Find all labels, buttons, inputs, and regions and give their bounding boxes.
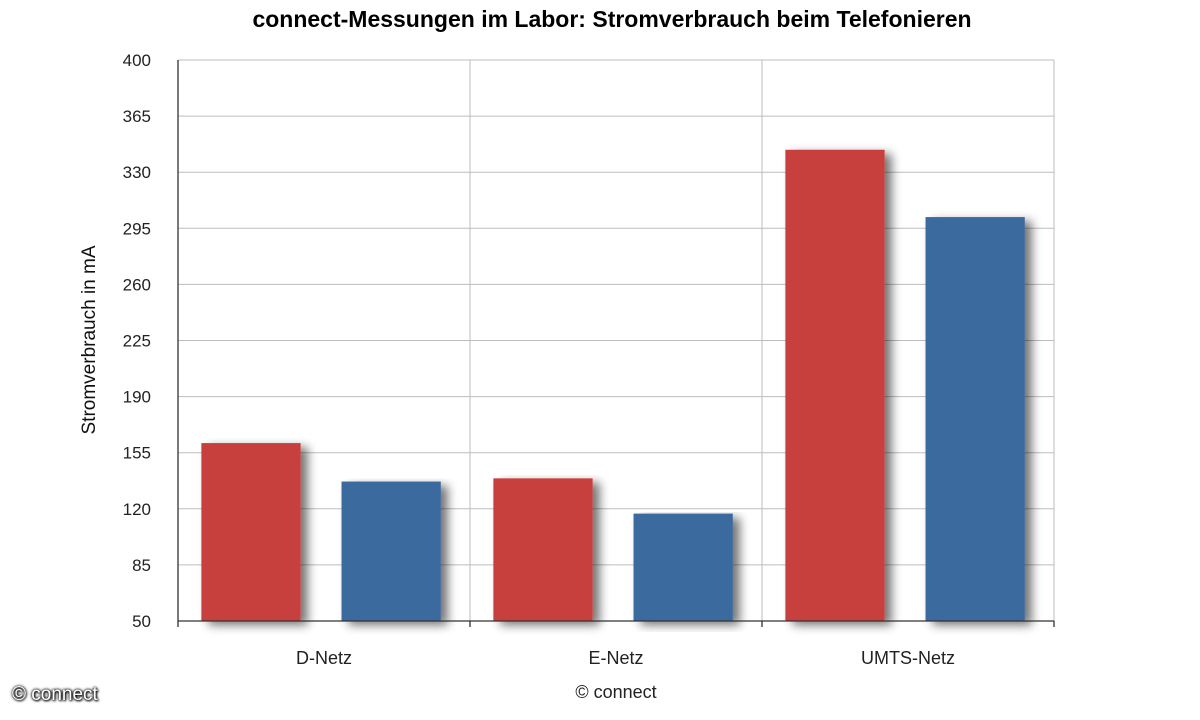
y-tick-label: 260 xyxy=(123,275,151,294)
y-tick-label: 400 xyxy=(123,51,151,70)
y-tick-label: 190 xyxy=(123,388,151,407)
y-tick-label: 295 xyxy=(123,219,151,238)
chart-title: connect-Messungen im Labor: Stromverbrau… xyxy=(252,6,971,32)
grid xyxy=(178,59,1055,622)
x-category-label: UMTS-Netz xyxy=(861,648,955,668)
y-tick-label: 155 xyxy=(123,444,151,463)
bar xyxy=(341,481,441,621)
bar xyxy=(201,443,301,621)
bar xyxy=(925,217,1025,621)
x-category-labels: D-Netz E-Netz UMTS-Netz xyxy=(296,648,955,668)
x-category-label: E-Netz xyxy=(588,648,643,668)
axes xyxy=(177,60,1055,627)
y-tick-labels: 50 85 120 155 190 225 260 295 330 365 400 xyxy=(123,51,151,631)
y-tick-label: 85 xyxy=(132,556,151,575)
y-tick-label: 225 xyxy=(123,332,151,351)
y-tick-label: 365 xyxy=(123,107,151,126)
y-tick-label: 50 xyxy=(132,612,151,631)
bar xyxy=(633,513,733,621)
bar xyxy=(785,149,885,621)
y-axis-label: Stromverbrauch in mA xyxy=(79,245,100,434)
chart-credit: © connect xyxy=(575,682,656,702)
watermark: © connect xyxy=(12,684,98,705)
y-tick-label: 330 xyxy=(123,163,151,182)
bar xyxy=(493,478,593,621)
y-tick-label: 120 xyxy=(123,500,151,519)
x-category-label: D-Netz xyxy=(296,648,352,668)
bars xyxy=(201,149,1025,621)
